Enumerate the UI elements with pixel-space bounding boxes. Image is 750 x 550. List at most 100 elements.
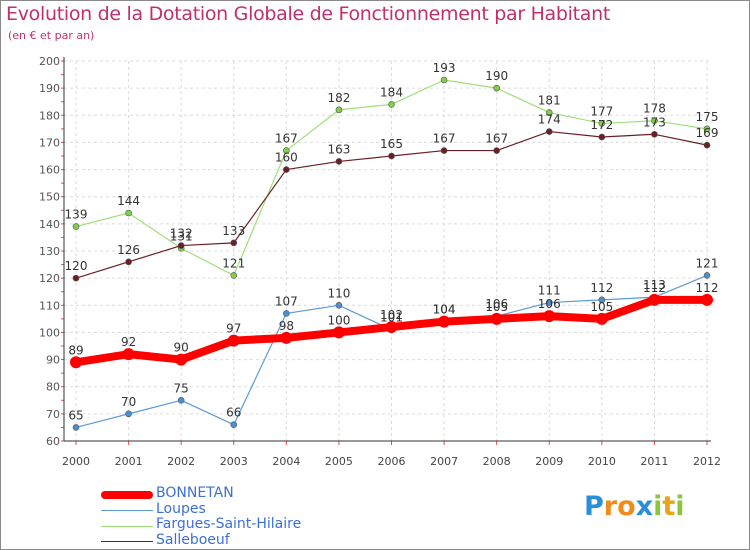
data-label: 174 xyxy=(538,113,561,127)
data-label: 121 xyxy=(222,256,245,270)
data-label: 175 xyxy=(696,110,719,124)
data-point xyxy=(283,310,290,317)
data-point xyxy=(388,152,395,160)
y-tick-label: 110 xyxy=(39,299,60,312)
data-label: 89 xyxy=(68,343,83,357)
data-point xyxy=(335,106,343,114)
logo-letter: t xyxy=(662,491,676,522)
x-tick-label: 2008 xyxy=(483,455,511,468)
y-tick-label: 200 xyxy=(39,55,60,68)
data-point xyxy=(335,158,343,165)
data-point xyxy=(177,242,185,249)
logo-letter: i xyxy=(675,491,685,522)
data-point xyxy=(227,334,240,347)
legend-label: Loupes xyxy=(156,500,206,517)
data-point xyxy=(703,272,711,279)
data-label: 173 xyxy=(643,115,666,129)
line-chart: 60 70 80 90 100 110 120 130 140 150 160 170 180 190 20… xyxy=(39,55,721,468)
data-label: 165 xyxy=(380,137,403,151)
legend-label: Fargues-Saint-Hilaire xyxy=(156,516,302,532)
y-tick-label: 60 xyxy=(46,435,60,448)
data-point xyxy=(490,312,503,325)
y-tick-label: 130 xyxy=(39,245,60,258)
y-tick-label: 190 xyxy=(39,82,60,95)
x-tick-label: 2007 xyxy=(430,455,458,468)
x-tick-label: 2000 xyxy=(62,455,90,468)
y-tick-label: 100 xyxy=(39,326,60,339)
data-label: 193 xyxy=(433,61,456,75)
data-label: 112 xyxy=(643,281,666,295)
data-label: 181 xyxy=(538,94,561,108)
data-point xyxy=(648,293,661,306)
legend-swatch xyxy=(101,490,153,499)
data-point xyxy=(230,421,238,429)
data-label: 177 xyxy=(590,104,613,118)
data-point xyxy=(598,133,606,141)
data-point xyxy=(703,141,711,149)
data-label: 102 xyxy=(380,308,403,322)
x-tick-label: 2006 xyxy=(378,455,406,468)
x-tick-label: 2011 xyxy=(640,455,668,468)
data-point xyxy=(651,117,658,125)
data-label: 133 xyxy=(222,224,245,238)
series-lines xyxy=(70,76,713,431)
data-point xyxy=(335,301,343,309)
data-label: 105 xyxy=(590,300,613,314)
grid xyxy=(64,60,711,441)
data-point xyxy=(493,84,500,92)
data-label: 182 xyxy=(327,91,350,105)
axes: 60 70 80 90 100 110 120 130 140 150 160 170 180 190 20… xyxy=(39,55,721,468)
data-label: 75 xyxy=(174,381,189,395)
data-point xyxy=(72,223,80,230)
data-label: 97 xyxy=(226,322,241,336)
y-tick-label: 160 xyxy=(39,164,60,177)
data-point xyxy=(543,310,556,323)
data-point xyxy=(651,130,658,138)
data-label: 104 xyxy=(433,303,456,317)
data-point xyxy=(438,315,451,328)
y-tick-label: 80 xyxy=(46,381,60,394)
data-label: 112 xyxy=(590,281,613,295)
data-label: 120 xyxy=(65,259,88,273)
x-tick-label: 2005 xyxy=(325,455,353,468)
data-point xyxy=(545,299,553,306)
data-label: 131 xyxy=(170,229,193,243)
data-label: 111 xyxy=(538,284,561,298)
y-tick-label: 170 xyxy=(39,136,60,149)
data-point xyxy=(545,128,553,135)
data-label: 70 xyxy=(121,395,136,409)
logo-letter: o xyxy=(617,491,636,522)
data-point xyxy=(388,101,395,108)
data-label: 101 xyxy=(380,311,403,325)
data-point xyxy=(72,424,80,431)
x-tick-label: 2004 xyxy=(272,455,300,468)
data-label: 106 xyxy=(485,297,508,311)
x-tick-label: 2010 xyxy=(588,455,616,468)
data-point xyxy=(125,209,132,217)
data-point xyxy=(122,348,135,361)
data-point xyxy=(595,312,608,325)
data-point xyxy=(125,258,132,266)
logo-letter: x xyxy=(635,491,654,522)
data-label: 160 xyxy=(275,151,298,165)
data-label: 98 xyxy=(279,319,294,333)
x-tick-label: 2009 xyxy=(535,455,563,468)
data-point xyxy=(177,396,185,404)
data-label: 144 xyxy=(117,194,140,208)
x-tick-label: 2001 xyxy=(115,455,143,468)
logo-letter: P xyxy=(584,491,604,522)
data-label: 163 xyxy=(327,142,350,156)
data-label: 139 xyxy=(65,208,88,222)
data-point xyxy=(701,293,713,306)
data-point xyxy=(598,296,606,304)
data-label: 169 xyxy=(696,126,719,140)
proxiti-logo: Proxiti xyxy=(584,491,685,522)
y-tick-label: 90 xyxy=(46,354,60,367)
data-label: 65 xyxy=(68,408,83,422)
data-point xyxy=(440,76,448,84)
y-tick-label: 70 xyxy=(46,408,60,421)
data-point xyxy=(332,326,345,339)
y-tick-label: 150 xyxy=(39,191,60,204)
x-tick-label: 2002 xyxy=(167,455,195,468)
